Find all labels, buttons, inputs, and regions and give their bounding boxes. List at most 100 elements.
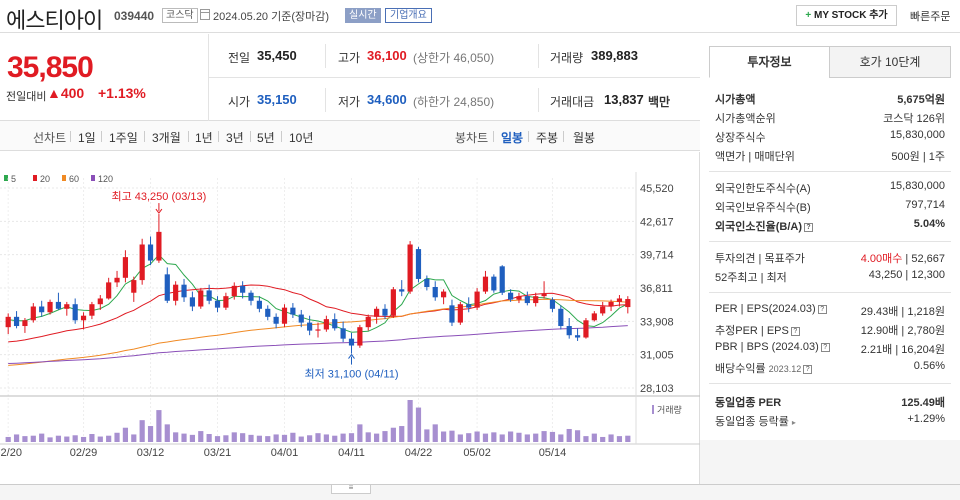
volume-bar [541,431,547,442]
candle-body [39,306,45,313]
volume-bar [365,432,371,442]
volume-bar [491,432,497,442]
candle-body [625,299,631,308]
upper-limit: (상한가 46,050) [413,51,495,65]
candle-body [524,296,530,304]
volume-value: 389,883 [591,48,638,63]
dividend-row: 배당수익률 2023.12? 0.56% [715,360,945,378]
volume-bar [156,410,162,442]
calendar-icon [200,9,210,20]
candle-body [616,298,623,302]
candle-body [591,313,597,321]
y-tick-label: 45,520 [640,183,674,195]
foreign-hold-label: 외국인보유주식수(B) [715,202,811,214]
tab-period-3y[interactable]: 3년 [226,131,244,145]
dividend-value: 0.56% [913,360,945,372]
divider [709,292,951,293]
candle-body [114,277,120,283]
expand-handle-icon[interactable]: ≡ [331,484,371,494]
legend-label: 5 [11,174,16,184]
help-icon[interactable]: ? [817,304,827,314]
tab-period-10y[interactable]: 10년 [289,131,314,145]
help-icon[interactable]: ? [804,222,813,232]
tab-period-1y[interactable]: 1년 [195,131,213,145]
volume-bar [173,432,179,442]
candle-body [566,326,572,336]
candle-chart-label[interactable]: 봉차트 [455,131,489,145]
arrow-right-icon[interactable]: ▸ [791,418,796,427]
volume-bar [139,420,145,442]
candle-body [507,292,514,300]
industry-rate-label-wrap: 동일업종 등락률 ▸ [715,413,796,429]
realtime-button[interactable]: 실시간 [345,8,381,23]
tab-period-3m[interactable]: 3개월 [152,131,181,145]
candle-body [348,338,355,346]
plus-icon: + [805,10,812,21]
candle-body [432,286,438,298]
y-tick-label: 33,908 [640,316,674,328]
moving-average-line-120 [8,325,628,364]
x-tick-label: 03/12 [137,447,165,459]
volume-bar [164,424,170,442]
candle-body [231,285,237,297]
candle-body [499,266,505,293]
industry-rate-value: +1.29% [907,413,945,425]
target-price-value: 52,667 [911,253,945,265]
price-chart[interactable]: 5 20 60 120 45,520 42,617 39,714 36,811 33,908 31… [0,152,700,484]
candle-body [549,299,556,309]
volume-bar [80,436,87,442]
tab-period-1d[interactable]: 1일 [78,131,96,145]
candle-body [131,280,137,293]
x-tick-label: 02/20 [0,447,22,459]
tab-candle-daily[interactable]: 일봉 [501,131,524,145]
candle-body [315,329,321,331]
volume-bar [89,434,95,442]
tab-period-5y[interactable]: 5년 [257,131,275,145]
tab-invest-info[interactable]: 투자정보 [709,46,830,78]
volume-bar [39,433,45,442]
candlestick-chart[interactable]: 5 20 60 120 45,520 42,617 39,714 36,811 33,908 31… [0,152,700,484]
prev-close-label: 전일 [228,51,251,65]
tab-candle-weekly[interactable]: 주봉 [536,131,559,145]
candle-body [482,276,489,292]
candle-body [273,316,279,324]
divider [538,44,539,68]
tab-hoga-10[interactable]: 호가 10단계 [829,46,951,78]
line-chart-label[interactable]: 선차트 [33,131,67,145]
legend-swatch [33,175,37,181]
add-mystock-button[interactable]: + MY STOCK 추가 [796,5,897,26]
y-tick-label: 31,005 [640,350,674,362]
x-tick-label: 02/29 [70,447,98,459]
market-cap-row: 시가총액 5,675억원 [715,91,945,109]
candle-body [281,307,288,324]
volume-bar [407,400,413,442]
y-tick-label: 36,811 [640,283,673,295]
dividend-date: 2023.12 [768,364,802,374]
candle-body [600,306,606,314]
quick-order-link[interactable]: 빠른주문 [910,11,951,23]
volume-bar [600,436,606,442]
add-mystock-label: MY STOCK 추가 [814,10,888,21]
market-badge: 코스닥 [162,8,198,23]
candle-body [390,289,396,316]
volume-bar [30,435,36,442]
volume-bar [591,433,597,442]
volume-bar [441,431,447,442]
face-value-value: 500원 | 1주 [891,151,945,163]
volume-bar [131,434,137,442]
candle-body [583,320,589,338]
volume-bar [281,434,288,442]
help-icon[interactable]: ? [790,326,800,336]
candle-body [55,301,62,309]
help-icon[interactable]: ? [803,364,813,374]
tab-period-1w[interactable]: 1주일 [109,131,138,145]
change-percent: +1.13% [98,85,146,101]
tab-candle-monthly[interactable]: 월봉 [573,131,596,145]
help-icon[interactable]: ? [820,342,830,352]
corp-info-button[interactable]: 기업개요 [385,8,432,23]
industry-per-label: 동일업종 PER [715,397,782,409]
foreign-limit-row: 외국인한도주식수(A) 15,830,000 [715,180,945,198]
cap-rank-value: 코스닥 126위 [883,113,945,125]
volume-bar [507,431,514,442]
